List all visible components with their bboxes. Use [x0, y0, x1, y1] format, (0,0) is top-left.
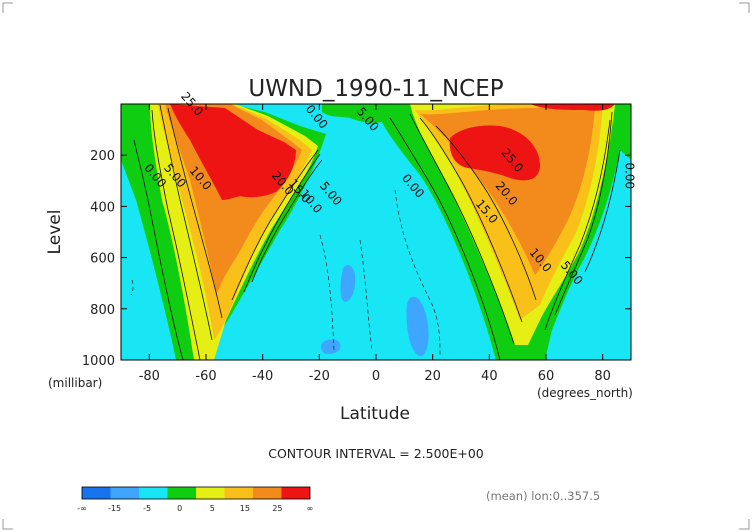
x-tick-label: -60 [195, 369, 216, 384]
eq-upper-green [322, 104, 405, 123]
legend-swatch [281, 487, 310, 499]
y-tick-label: 800 [90, 303, 115, 318]
x-axis: -80 -60 -40 -20 0 20 40 60 80 [139, 104, 611, 384]
y-axis: 200 400 600 800 1000 [82, 149, 631, 369]
x-tick-label: -20 [309, 369, 330, 384]
x-tick-label: -80 [139, 369, 160, 384]
x-tick-label: -40 [252, 369, 273, 384]
legend-swatch [196, 487, 225, 499]
x-tick-label: 20 [424, 369, 441, 384]
legend-label: -15 [108, 504, 121, 513]
nh-jet-red-core [449, 125, 540, 181]
legend-swatch [167, 487, 196, 499]
easterly-pocket-2 [406, 296, 429, 357]
legend-swatch [110, 487, 139, 499]
y-tick-label: 200 [90, 149, 115, 164]
legend-label: 0 [177, 504, 182, 513]
color-legend: -∞ -15 -5 0 5 15 25 ∞ [77, 486, 314, 513]
legend-swatch [139, 487, 168, 499]
legend-label: 25 [272, 504, 282, 513]
easterly-pocket-3 [320, 339, 341, 354]
footer-note: (mean) lon:0..357.5 [486, 489, 600, 503]
x-tick-label: 80 [594, 369, 611, 384]
x-tick-label: 40 [481, 369, 498, 384]
easterly-pocket-1 [340, 265, 356, 302]
legend-swatch [224, 487, 253, 499]
chart-title: UWND_1990-11_NCEP [248, 76, 503, 102]
x-tick-label: 0 [372, 369, 380, 384]
y-axis-label: Level [45, 210, 65, 255]
legend-label: -∞ [77, 504, 87, 513]
legend-label: 5 [210, 504, 215, 513]
y-units-label: (millibar) [48, 376, 102, 390]
contour-lines [133, 104, 621, 360]
legend-label: 15 [240, 504, 250, 513]
dashed-contour-lines [130, 189, 441, 356]
legend-swatch [253, 487, 282, 499]
legend-frame [81, 486, 311, 500]
nh-jet-red-top [530, 104, 615, 111]
x-tick-label: 60 [538, 369, 555, 384]
y-tick-label: 600 [90, 252, 115, 267]
y-tick-label: 1000 [82, 354, 115, 369]
contour-field [121, 104, 631, 360]
legend-swatch [82, 487, 111, 499]
x-axis-label: Latitude [340, 404, 410, 424]
y-tick-label: 400 [90, 200, 115, 215]
contour-interval-text: CONTOUR INTERVAL = 2.500E+00 [268, 446, 484, 461]
contour-label: 0.00 [622, 162, 636, 189]
legend-label: ∞ [307, 504, 314, 513]
x-units-label: (degrees_north) [537, 386, 633, 400]
legend-label: -5 [143, 504, 151, 513]
sh-jet-red [170, 104, 296, 200]
